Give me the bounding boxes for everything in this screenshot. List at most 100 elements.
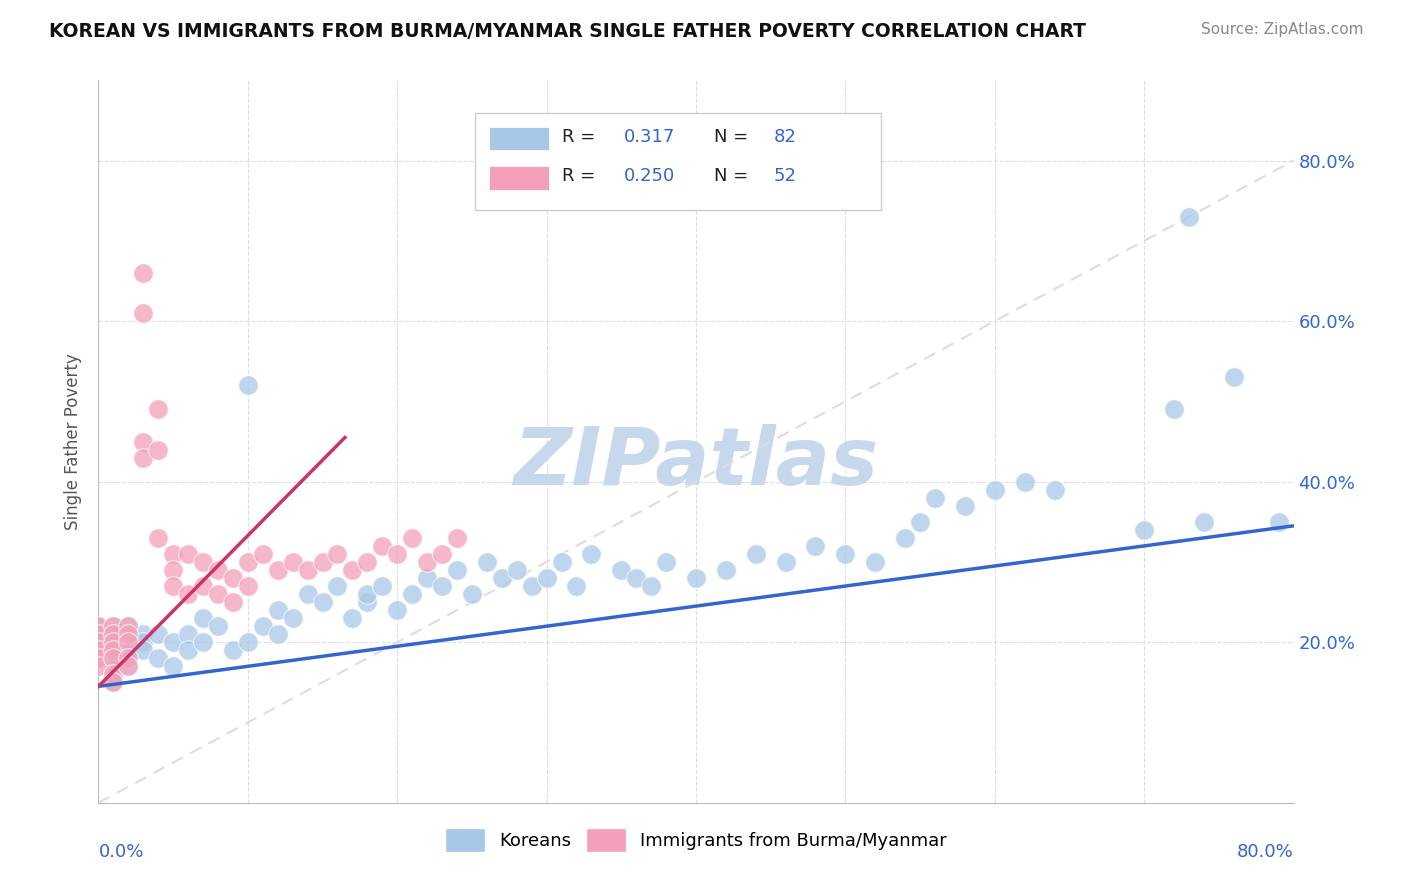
Point (148, 651, 170, 665)
Point (297, 563, 319, 577)
Legend: Koreans, Immigrants from Burma/Myanmar: Koreans, Immigrants from Burma/Myanmar (439, 822, 953, 859)
Point (162, 659, 184, 673)
Point (191, 611, 214, 625)
Point (148, 531, 170, 545)
Point (103, 667, 125, 681)
Point (87, 635, 110, 649)
Point (177, 643, 200, 657)
Point (103, 667, 125, 681)
Text: 80.0%: 80.0% (1237, 843, 1294, 861)
Point (162, 579, 184, 593)
Text: N =: N = (714, 128, 754, 145)
Point (236, 635, 259, 649)
Point (356, 595, 378, 609)
Point (207, 619, 229, 633)
Point (148, 402, 170, 417)
Point (132, 434, 155, 449)
Point (87, 651, 110, 665)
Point (117, 635, 139, 649)
FancyBboxPatch shape (475, 112, 882, 211)
Point (103, 651, 125, 665)
Point (953, 499, 976, 513)
Point (252, 619, 274, 633)
Point (685, 571, 707, 585)
Point (132, 306, 155, 320)
Point (117, 619, 139, 633)
Point (87, 651, 110, 665)
Point (342, 563, 364, 577)
Point (103, 643, 125, 657)
Y-axis label: Single Father Poverty: Single Father Poverty (65, 353, 83, 530)
Point (117, 627, 139, 641)
Point (117, 635, 139, 649)
Point (222, 595, 245, 609)
Point (401, 531, 423, 545)
Point (311, 555, 333, 569)
Point (87, 635, 110, 649)
Point (87, 619, 110, 633)
Point (117, 643, 139, 657)
Point (222, 571, 245, 585)
Point (103, 675, 125, 690)
Point (177, 627, 200, 641)
Point (326, 579, 349, 593)
Point (103, 635, 125, 649)
Point (984, 483, 1007, 497)
Point (207, 563, 229, 577)
Point (342, 611, 364, 625)
Point (446, 531, 468, 545)
Point (1192, 515, 1215, 529)
Point (385, 547, 409, 561)
Point (103, 675, 125, 690)
Point (87, 643, 110, 657)
Bar (489, 166, 548, 190)
Text: 0.0%: 0.0% (98, 843, 143, 861)
Point (177, 547, 200, 561)
Point (117, 659, 139, 673)
Point (745, 547, 768, 561)
Point (804, 539, 827, 553)
Point (1163, 402, 1185, 417)
Text: 82: 82 (773, 128, 797, 145)
Point (103, 619, 125, 633)
Point (103, 619, 125, 633)
Point (117, 651, 139, 665)
Point (87, 627, 110, 641)
Point (117, 651, 139, 665)
Point (162, 635, 184, 649)
Text: 0.250: 0.250 (624, 168, 675, 186)
Point (894, 531, 917, 545)
Point (565, 579, 588, 593)
Text: ZIPatlas: ZIPatlas (513, 425, 879, 502)
Point (132, 450, 155, 465)
Point (103, 659, 125, 673)
Point (191, 555, 214, 569)
Point (908, 515, 931, 529)
Point (1267, 515, 1289, 529)
Point (132, 627, 155, 641)
Point (236, 378, 259, 392)
Point (385, 603, 409, 617)
Point (356, 587, 378, 601)
Point (281, 555, 304, 569)
Point (581, 547, 603, 561)
Point (148, 442, 170, 457)
Point (297, 587, 319, 601)
Point (236, 555, 259, 569)
Point (1014, 475, 1036, 489)
Text: Source: ZipAtlas.com: Source: ZipAtlas.com (1201, 22, 1364, 37)
Point (148, 627, 170, 641)
Point (401, 587, 423, 601)
Point (267, 603, 290, 617)
Point (267, 563, 290, 577)
Text: R =: R = (562, 168, 602, 186)
Point (103, 651, 125, 665)
Point (252, 547, 274, 561)
Point (714, 563, 737, 577)
Point (924, 491, 946, 505)
Point (371, 539, 394, 553)
Point (132, 643, 155, 657)
Point (191, 635, 214, 649)
Point (416, 571, 439, 585)
Point (132, 266, 155, 280)
